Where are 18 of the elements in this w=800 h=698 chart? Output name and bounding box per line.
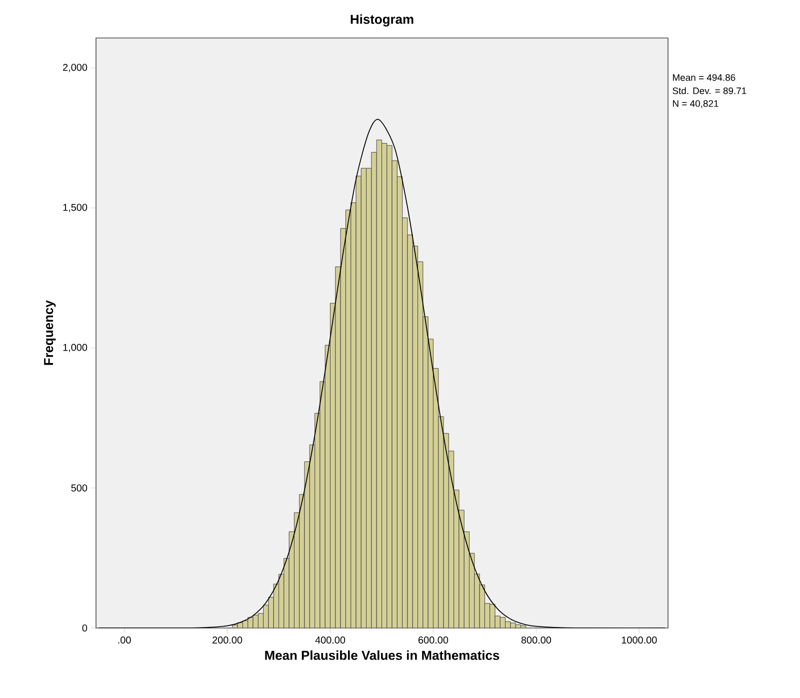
x-tick-label: 600.00	[418, 636, 448, 644]
text: Std. Dev. = 89.71	[672, 87, 746, 94]
line-series	[98, 119, 666, 628]
y-axis-title: Frequency	[44, 300, 56, 365]
y-tick-label: 1,000	[63, 344, 88, 352]
x-tick-label: 800.00	[521, 636, 552, 644]
chart-title: Histogram	[350, 14, 414, 26]
y-tick-label: 1,500	[63, 204, 88, 212]
x-axis-title: Mean Plausible Values in Mathematics	[265, 650, 500, 660]
x-tick-label: 400.00	[315, 636, 346, 644]
x-tick-label: 1000.00	[622, 636, 657, 644]
text: Mean = 494.86	[672, 74, 736, 81]
text: N = 40,821	[672, 100, 718, 108]
y-tick-label: 500	[71, 484, 88, 492]
y-tick-label: 2,000	[63, 64, 88, 72]
y-tick-label: 0	[82, 624, 88, 632]
x-tick-label: .00	[118, 636, 131, 644]
x-tick-label: 200.00	[212, 636, 242, 644]
